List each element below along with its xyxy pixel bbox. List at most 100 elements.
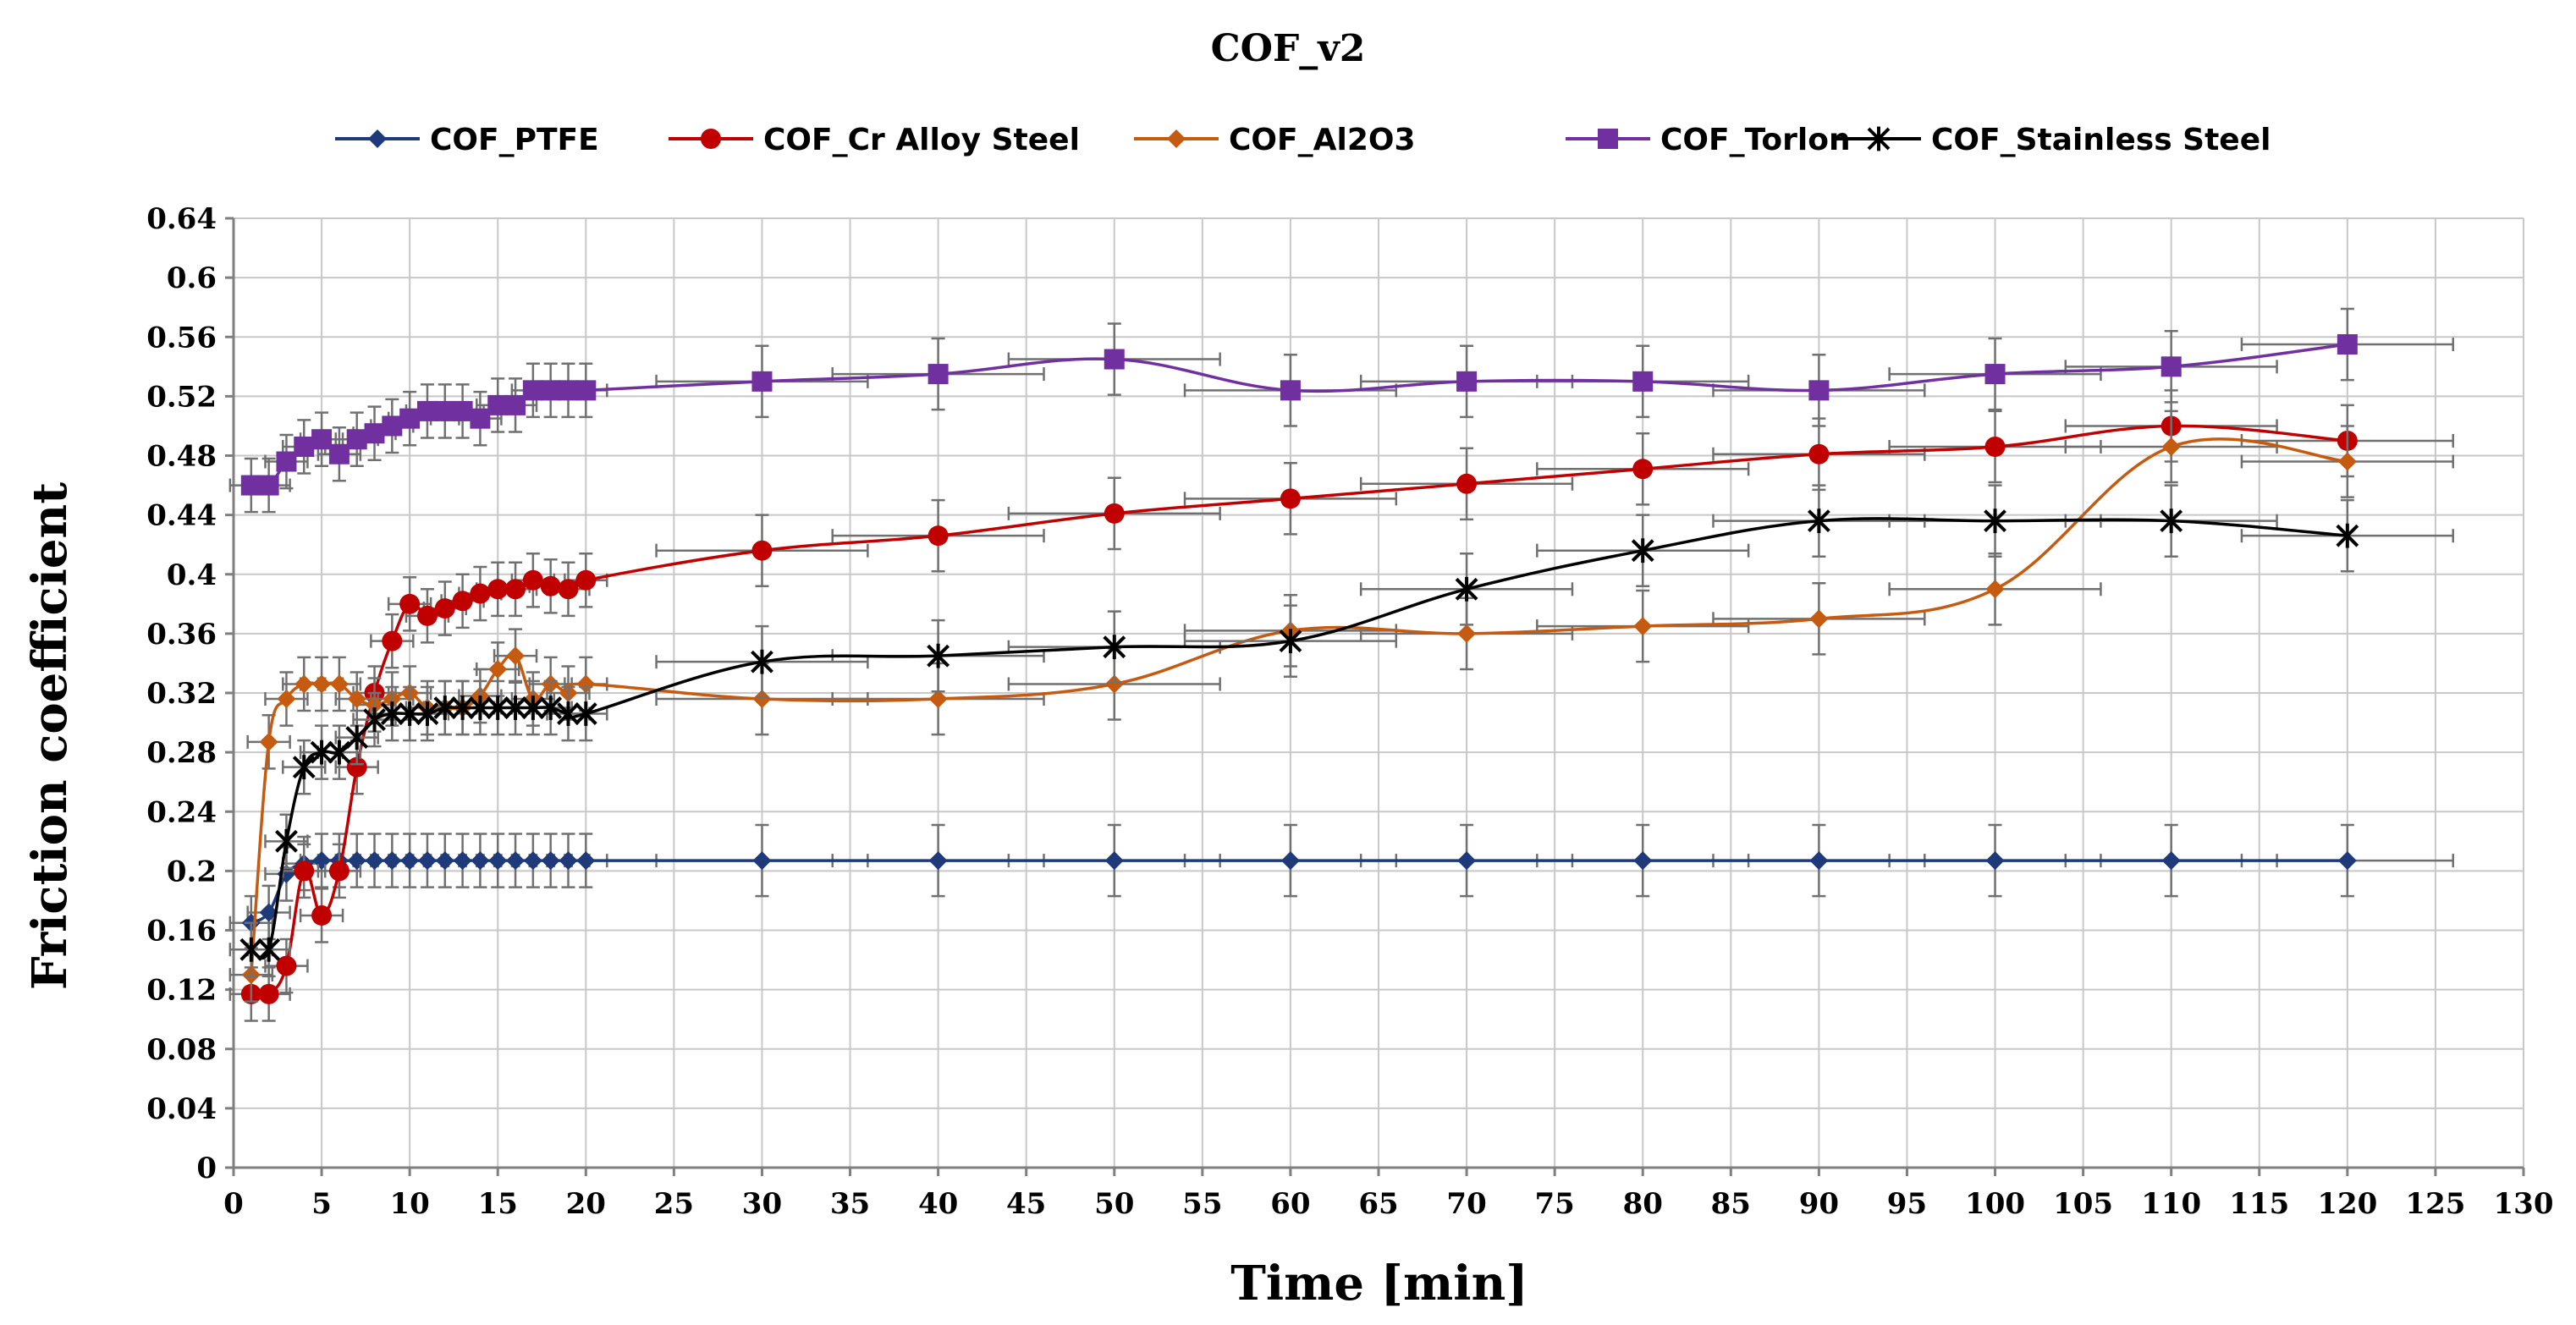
data-point — [383, 851, 402, 871]
data-point — [576, 674, 596, 694]
data-point — [1633, 617, 1653, 636]
data-point — [1103, 635, 1126, 660]
data-point — [276, 451, 297, 472]
legend-label: COF_PTFE — [430, 123, 599, 157]
legend-item: COF_Torlon — [1566, 123, 1851, 157]
y-axis-title: Friction coefficient — [22, 482, 78, 990]
legend-label: COF_Cr Alloy Steel — [763, 123, 1080, 157]
series-1 — [228, 389, 2454, 1022]
data-point — [398, 701, 421, 726]
series-layer — [228, 307, 2454, 1022]
data-point — [347, 851, 366, 871]
data-point — [400, 851, 420, 871]
data-point — [1457, 624, 1477, 643]
data-point — [365, 851, 384, 871]
data-point — [469, 695, 492, 720]
x-tick-label: 105 — [2053, 1187, 2113, 1221]
data-point — [453, 851, 472, 871]
data-point — [363, 707, 386, 732]
x-tick-label: 30 — [742, 1187, 782, 1221]
data-point — [328, 443, 350, 465]
data-point — [417, 851, 437, 871]
data-point — [751, 649, 773, 674]
data-point — [346, 429, 367, 450]
data-point — [539, 695, 563, 720]
data-point — [1280, 851, 1300, 871]
series-3 — [228, 307, 2454, 514]
x-tick-label: 130 — [2494, 1187, 2554, 1221]
data-point — [2337, 452, 2357, 471]
data-point — [275, 828, 298, 854]
data-point — [575, 569, 597, 591]
y-tick-label: 0.44 — [146, 499, 217, 533]
y-tick-label: 0 — [196, 1152, 217, 1185]
data-point — [1632, 371, 1654, 392]
y-tick-label: 0.12 — [146, 974, 217, 1008]
y-tick-label: 0.48 — [146, 440, 217, 474]
data-point — [276, 955, 297, 976]
data-point — [540, 575, 561, 597]
data-point — [452, 591, 473, 612]
data-point — [541, 851, 560, 871]
data-point — [752, 851, 772, 871]
legend: COF_PTFE COF_Cr Alloy Steel COF_Al2O3 COF_T… — [335, 123, 2271, 157]
data-point — [523, 851, 542, 871]
data-point — [505, 579, 526, 600]
x-tick-label: 10 — [389, 1187, 429, 1221]
x-tick-label: 110 — [2141, 1187, 2201, 1221]
data-point — [380, 701, 404, 726]
data-point — [751, 540, 773, 561]
data-point — [347, 690, 366, 709]
x-tick-label: 45 — [1006, 1187, 1046, 1221]
data-point — [258, 475, 279, 496]
data-point — [312, 674, 332, 694]
data-point — [1598, 129, 1618, 149]
axes: 0 5 10 15 20 25 30 35 40 45 50 55 60 65 70 75 80 85 90 95 10… — [146, 202, 2553, 1221]
data-point — [294, 860, 315, 882]
x-tick-label: 55 — [1182, 1187, 1222, 1221]
legend-label: COF_Torlon — [1660, 123, 1851, 157]
data-point — [1633, 851, 1653, 871]
data-point — [522, 569, 543, 591]
data-point — [2337, 851, 2357, 871]
data-point — [558, 380, 579, 401]
data-point — [486, 695, 509, 720]
data-point — [328, 739, 351, 765]
y-tick-label: 0.36 — [146, 618, 217, 652]
data-point — [1457, 851, 1477, 871]
y-tick-label: 0.56 — [146, 321, 217, 355]
data-point — [1809, 851, 1829, 871]
data-point — [701, 129, 721, 149]
data-point — [1984, 509, 2006, 534]
data-point — [506, 646, 526, 666]
data-point — [259, 903, 278, 922]
data-point — [470, 408, 491, 429]
data-point — [470, 583, 491, 604]
y-tick-label: 0.24 — [146, 795, 217, 829]
legend-item: COF_Cr Alloy Steel — [669, 123, 1080, 157]
x-tick-label: 75 — [1534, 1187, 1574, 1221]
chart-title: COF_v2 — [1211, 27, 1366, 70]
y-tick-label: 0.64 — [146, 202, 217, 236]
x-tick-label: 120 — [2317, 1187, 2377, 1221]
data-point — [1808, 443, 1830, 465]
data-point — [1867, 126, 1891, 151]
data-point — [522, 380, 543, 401]
data-point — [416, 605, 438, 626]
data-point — [2160, 356, 2182, 377]
series-0 — [228, 823, 2454, 951]
data-point — [506, 851, 526, 871]
data-point — [311, 429, 333, 450]
data-point — [1280, 380, 1301, 401]
x-tick-label: 40 — [918, 1187, 958, 1221]
data-point — [382, 415, 403, 437]
data-point — [312, 851, 332, 871]
data-point — [1807, 509, 1830, 534]
legend-label: COF_Stainless Steel — [1931, 123, 2271, 157]
data-point — [488, 851, 508, 871]
data-point — [559, 851, 578, 871]
data-point — [257, 937, 281, 962]
legend-label: COF_Al2O3 — [1229, 123, 1416, 157]
data-point — [576, 851, 596, 871]
